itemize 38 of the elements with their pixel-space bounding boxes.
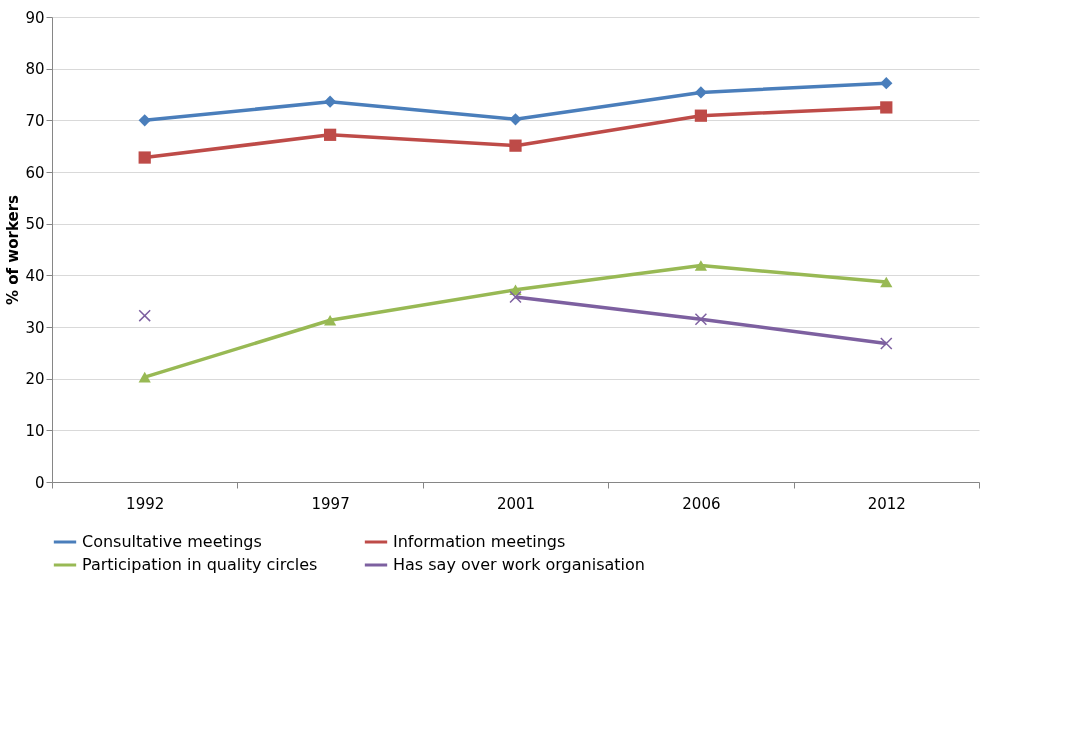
point bbox=[880, 337, 893, 350]
point bbox=[138, 114, 151, 127]
point bbox=[138, 371, 151, 383]
x-tick-label: 1997 bbox=[311, 494, 350, 513]
y-tick-label: 80 bbox=[25, 60, 45, 79]
y-axis-title: % of workers bbox=[4, 194, 23, 305]
point bbox=[323, 128, 337, 141]
y-tick-label: 10 bbox=[25, 421, 45, 440]
legend-label: Has say over work organisation bbox=[393, 555, 645, 574]
y-tick-label: 30 bbox=[25, 318, 45, 337]
x-tick-label: 2001 bbox=[496, 494, 536, 513]
x-tick-label: 1992 bbox=[126, 494, 165, 513]
y-tick-label: 60 bbox=[25, 163, 45, 182]
point bbox=[694, 109, 708, 122]
point bbox=[509, 139, 522, 152]
y-tick-label: 0 bbox=[34, 473, 45, 492]
y-tick-label: 50 bbox=[25, 215, 45, 234]
point bbox=[880, 77, 893, 90]
x-tick-label: 2012 bbox=[867, 494, 906, 513]
y-tick-label: 20 bbox=[25, 370, 45, 389]
point bbox=[694, 260, 708, 271]
point bbox=[323, 314, 337, 326]
legend-label: Information meetings bbox=[393, 532, 566, 551]
point bbox=[138, 309, 151, 322]
point bbox=[694, 86, 708, 99]
y-tick-label: 90 bbox=[25, 8, 45, 27]
y-tick-label: 70 bbox=[25, 111, 45, 130]
point bbox=[323, 95, 337, 108]
x-tick-label: 2006 bbox=[682, 494, 721, 513]
point bbox=[138, 151, 151, 164]
y-tick-label: 40 bbox=[25, 266, 45, 285]
point bbox=[880, 101, 893, 114]
point bbox=[509, 290, 522, 304]
point bbox=[880, 276, 893, 288]
point bbox=[509, 113, 522, 126]
legend-label: Consultative meetings bbox=[82, 532, 262, 551]
point bbox=[694, 313, 708, 326]
legend-label: Participation in quality circles bbox=[82, 555, 318, 574]
